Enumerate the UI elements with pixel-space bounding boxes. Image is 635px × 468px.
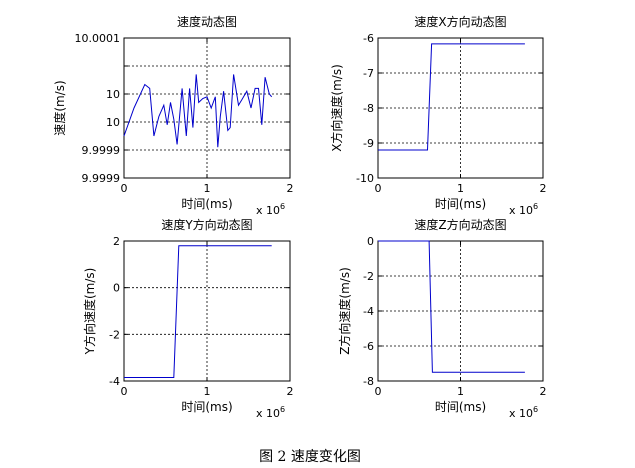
series-line (124, 245, 272, 378)
y-tick-label: 10.0001 (75, 32, 121, 45)
y-tick-label: -4 (363, 305, 374, 318)
y-tick-label: -2 (363, 270, 374, 283)
x-tick-label: 1 (457, 385, 464, 398)
series-line (123, 74, 273, 148)
y-tick-label: -6 (363, 340, 374, 353)
y-tick-label: -2 (109, 328, 120, 341)
y-tick-label: 2 (113, 235, 120, 248)
x-exponent-power: 6 (533, 405, 538, 414)
y-tick-label: -9 (363, 137, 374, 150)
x-exponent-label: x 106 (256, 202, 285, 217)
x-tick-label: 0 (375, 182, 382, 195)
y-tick-label: -7 (363, 67, 374, 80)
chart-title: 速度动态图 (177, 14, 237, 29)
y-tick-label: -8 (363, 102, 374, 115)
x-exponent-power: 6 (533, 202, 538, 211)
y-axis-label: X方向速度(m/s) (329, 64, 344, 152)
y-axis-label: Y方向速度(m/s) (82, 268, 97, 356)
chart-title: 速度X方向动态图 (414, 14, 506, 29)
x-exponent-label: x 106 (509, 405, 538, 420)
x-axis-label: 时间(ms) (181, 400, 232, 414)
chart-title: 速度Z方向动态图 (414, 217, 506, 232)
figure-caption: 图 2 速度变化图 (259, 449, 361, 465)
x-tick-label: 1 (204, 385, 211, 398)
x-axis-label: 时间(ms) (435, 197, 486, 211)
x-tick-label: 0 (121, 385, 128, 398)
x-tick-label: 2 (287, 182, 294, 195)
chart-speed: 0 1 2 9.9999 9.9999 10 10 10.0001 x 106 速度动态图时间(m… (52, 14, 294, 217)
y-tick-label: -4 (109, 375, 120, 388)
x-tick-label: 0 (121, 182, 128, 195)
y-axis-label: Z方向速度(m/s) (337, 267, 352, 355)
y-tick-label: -8 (363, 375, 374, 388)
y-tick-label: 10 (106, 88, 120, 101)
x-tick-label: 1 (204, 182, 211, 195)
x-exponent-label: x 106 (256, 405, 285, 420)
chart-title: 速度Y方向动态图 (161, 217, 252, 232)
series-line (378, 240, 525, 373)
x-axis-label: 时间(ms) (181, 197, 232, 211)
y-tick-label: 0 (113, 282, 120, 295)
y-tick-label: -6 (363, 32, 374, 45)
x-exponent-power: 6 (280, 202, 285, 211)
x-tick-label: 2 (287, 385, 294, 398)
y-tick-label: 9.9999 (82, 172, 121, 185)
x-tick-label: 1 (457, 182, 464, 195)
x-exponent-label: x 106 (509, 202, 538, 217)
x-exponent-power: 6 (280, 405, 285, 414)
y-tick-label: -10 (356, 172, 374, 185)
y-axis-label: 速度(m/s) (52, 80, 67, 135)
y-tick-label: 10 (106, 116, 120, 129)
y-tick-label: 0 (367, 235, 374, 248)
x-axis-label: 时间(ms) (435, 400, 486, 414)
x-tick-label: 2 (540, 182, 547, 195)
series-line (378, 43, 525, 151)
y-tick-label: 9.9999 (82, 144, 121, 157)
x-tick-label: 2 (540, 385, 547, 398)
x-tick-label: 0 (375, 385, 382, 398)
